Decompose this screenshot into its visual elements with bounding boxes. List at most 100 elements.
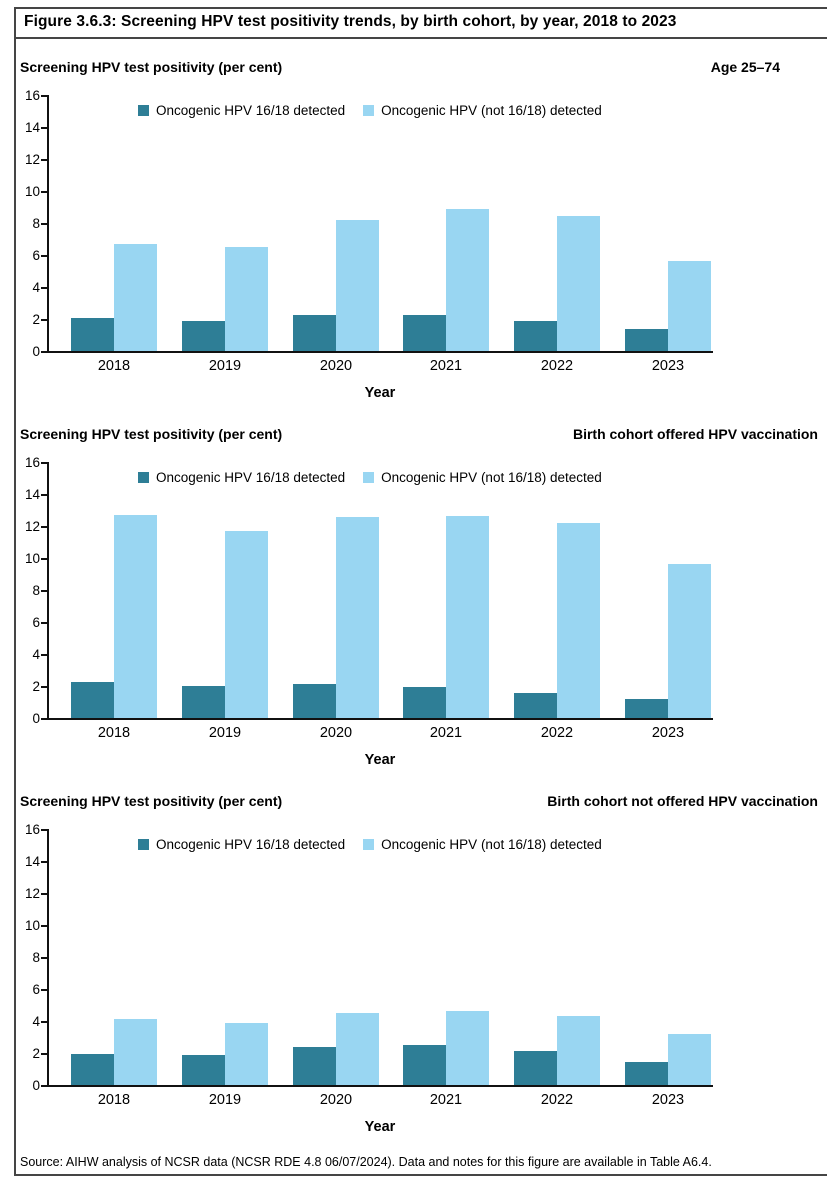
legend-item: Oncogenic HPV 16/18 detected [138,103,345,118]
y-tick-mark [41,861,47,863]
y-tick-label: 4 [32,280,40,295]
title-separator-line [14,37,827,39]
x-tick-label: 2019 [208,1092,242,1108]
legend-label: Oncogenic HPV (not 16/18) detected [381,470,602,485]
x-tick-label: 2022 [540,358,574,374]
frame-top-line [14,7,827,9]
x-tick-label: 2018 [97,725,131,741]
x-axis-line [47,718,713,720]
x-axis-title: Year [364,1119,396,1135]
bar-hpv-16-18 [403,687,446,718]
x-axis-line [47,1085,713,1087]
y-tick-mark [41,686,47,688]
frame-left-line [14,7,16,1176]
y-tick-mark [41,526,47,528]
x-tick-label: 2020 [319,1092,353,1108]
bar-hpv-16-18 [182,686,225,718]
plot-area: 0 2 4 6 8 10 12 14 16 2018 2019 2020 2021 2022 2023 Yea… [0,419,827,784]
bar-hpv-16-18 [293,684,336,718]
bar-hpv-not-16-18 [336,1013,379,1085]
chart-header: Screening HPV test positivity (per cent)… [20,793,818,809]
y-tick-label: 14 [24,854,40,869]
bar-hpv-not-16-18 [336,517,379,718]
y-tick-label: 8 [32,216,40,231]
y-tick-mark [41,893,47,895]
x-tick-label: 2019 [208,358,242,374]
y-tick-label: 8 [32,950,40,965]
legend-label: Oncogenic HPV 16/18 detected [156,837,346,852]
x-tick-label: 2021 [429,725,463,741]
bar-hpv-not-16-18 [557,523,600,718]
y-tick-mark [41,957,47,959]
y-tick-mark [41,95,47,97]
y-tick-label: 8 [32,583,40,598]
y-tick-mark [41,829,47,831]
y-axis-title: Screening HPV test positivity (per cent) [20,793,283,809]
y-tick-mark [41,159,47,161]
x-tick-label: 2021 [429,358,463,374]
y-tick-label: 14 [24,487,40,502]
bar-hpv-16-18 [403,315,446,351]
x-tick-label: 2021 [429,1092,463,1108]
y-tick-mark [41,462,47,464]
y-tick-label: 6 [32,615,40,630]
y-tick-mark [41,255,47,257]
bar-hpv-not-16-18 [114,1019,157,1085]
x-axis-title: Year [364,385,396,401]
legend-swatch-icon [138,105,149,116]
y-tick-mark [41,351,47,353]
y-tick-label: 12 [24,152,40,167]
y-axis-title: Screening HPV test positivity (per cent) [20,59,283,75]
bar-hpv-not-16-18 [114,515,157,718]
x-tick-label: 2019 [208,725,242,741]
legend: Oncogenic HPV 16/18 detected Oncogenic HP… [138,470,602,485]
y-tick-mark [41,558,47,560]
bar-hpv-not-16-18 [668,1034,711,1085]
x-tick-label: 2020 [319,358,353,374]
x-tick-label: 2023 [651,358,685,374]
y-tick-mark [41,1085,47,1087]
y-tick-mark [41,287,47,289]
x-tick-label: 2022 [540,1092,574,1108]
y-tick-label: 14 [24,120,40,135]
bar-hpv-not-16-18 [446,1011,489,1085]
y-tick-label: 0 [32,711,40,726]
legend-item: Oncogenic HPV (not 16/18) detected [363,103,602,118]
legend: Oncogenic HPV 16/18 detected Oncogenic HP… [138,103,602,118]
bar-hpv-not-16-18 [668,564,711,718]
y-tick-mark [41,718,47,720]
y-tick-label: 6 [32,982,40,997]
legend-swatch-icon [363,839,375,850]
y-tick-mark [41,319,47,321]
y-tick-label: 2 [32,1046,40,1061]
y-tick-mark [41,925,47,927]
x-tick-label: 2018 [97,1092,131,1108]
x-tick-label: 2022 [540,725,574,741]
bar-hpv-16-18 [71,318,114,351]
x-axis-line [47,351,713,353]
y-tick-mark [41,191,47,193]
bar-hpv-16-18 [71,1054,114,1085]
y-tick-label: 4 [32,1014,40,1029]
bar-hpv-16-18 [625,1062,668,1085]
legend-swatch-icon [138,839,149,850]
bar-hpv-not-16-18 [336,220,379,351]
bar-hpv-16-18 [293,1047,336,1085]
legend-item: Oncogenic HPV 16/18 detected [138,470,345,485]
bar-hpv-16-18 [182,321,225,351]
y-tick-label: 10 [24,184,40,199]
y-axis-line [47,462,49,720]
frame-bottom-line [14,1174,827,1176]
y-tick-label: 16 [24,822,40,837]
bar-hpv-not-16-18 [557,1016,600,1085]
plot-area: 0 2 4 6 8 10 12 14 16 2018 2019 2020 2021 2022 2023 Yea… [0,52,827,417]
y-tick-mark [41,127,47,129]
y-tick-label: 16 [24,88,40,103]
chart-age-25-74: Screening HPV test positivity (per cent)… [0,52,827,417]
y-axis-line [47,829,49,1087]
y-tick-label: 10 [24,551,40,566]
y-tick-label: 2 [32,312,40,327]
bar-hpv-16-18 [625,699,668,718]
y-tick-mark [41,989,47,991]
